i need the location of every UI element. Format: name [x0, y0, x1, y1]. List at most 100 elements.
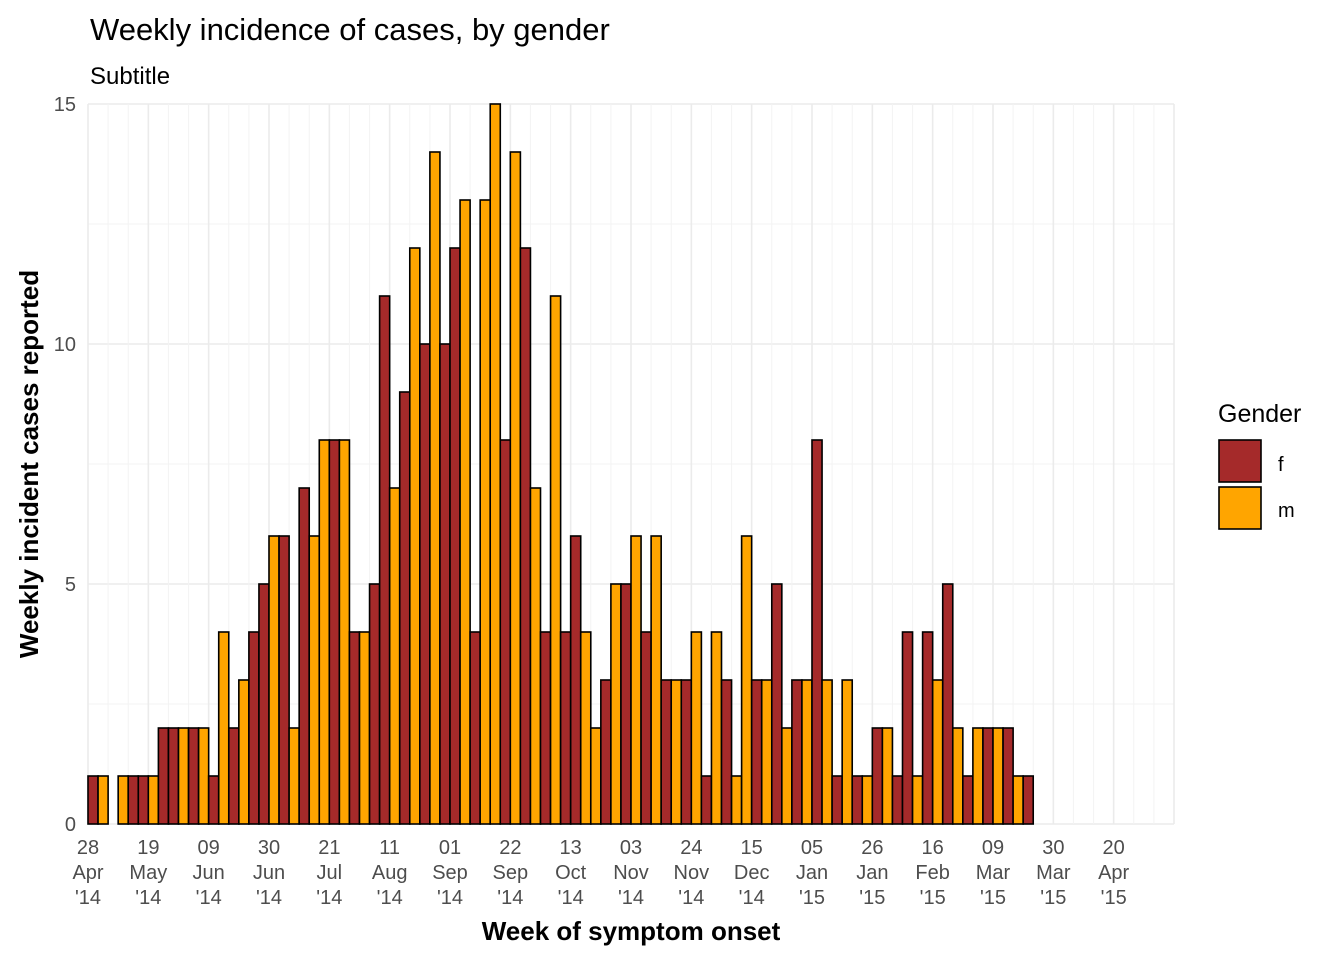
bar-m-week-47 — [911, 775, 924, 825]
bar-f-week-19 — [368, 583, 381, 825]
bar-m-week-35 — [670, 679, 683, 825]
bar-m-week-23 — [429, 151, 441, 825]
bar-m-week-8 — [177, 727, 190, 825]
bar-m-week-36 — [690, 631, 703, 825]
legend-title: Gender — [1218, 400, 1301, 428]
x-tick-label: 05 Jan '15 — [796, 837, 828, 909]
bar-m-week-42 — [801, 679, 813, 825]
bar-f-week-29 — [559, 631, 572, 825]
bar-m-week-29 — [549, 295, 562, 825]
bar-f-week-33 — [640, 631, 652, 825]
bar-f-week-40 — [770, 583, 783, 825]
bar-m-week-24 — [459, 199, 471, 825]
bar-f-week-44 — [851, 775, 864, 825]
bar-f-week-9 — [187, 727, 200, 825]
legend-label-m: m — [1278, 500, 1295, 522]
bar-f-week-50 — [962, 775, 974, 825]
bar-f-week-21 — [398, 391, 411, 825]
y-axis-ticks: 0 5 10 15 — [54, 94, 76, 836]
bar-f-week-32 — [620, 583, 632, 825]
x-tick-label: 01 Sep '14 — [432, 837, 468, 909]
bar-f-week-53 — [1022, 775, 1035, 825]
bar-m-week-52 — [992, 727, 1004, 825]
bar-f-week-27 — [519, 247, 532, 825]
bar-m-week-48 — [931, 679, 944, 825]
bar-m-week-34 — [650, 535, 662, 825]
bar-m-week-25 — [479, 199, 492, 825]
bar-f-week-0 — [87, 775, 99, 825]
bar-m-week-3 — [117, 775, 130, 825]
bar-layer — [87, 103, 1035, 825]
bar-m-week-32 — [610, 583, 622, 825]
x-tick-label: 20 Apr '15 — [1098, 837, 1129, 909]
bar-m-week-33 — [630, 535, 642, 825]
bar-f-week-30 — [569, 535, 582, 825]
bar-f-week-26 — [499, 439, 512, 825]
x-tick-label: 15 Dec '14 — [734, 837, 770, 909]
bar-f-week-43 — [831, 775, 843, 825]
bar-m-week-28 — [529, 487, 542, 825]
bar-f-week-11 — [227, 727, 240, 825]
x-tick-label: 09 Jun '14 — [193, 837, 225, 909]
chart-subtitle: Subtitle — [90, 63, 170, 90]
bar-m-week-30 — [579, 631, 592, 825]
bar-m-week-45 — [861, 775, 874, 825]
y-tick-label: 15 — [54, 94, 76, 116]
bar-f-week-36 — [700, 775, 713, 825]
bar-f-week-10 — [207, 775, 220, 825]
bar-f-week-49 — [941, 583, 954, 825]
x-axis-ticks: 28 Apr '14 19 May '14 09 Jun '14 30 Jun '14 21 Jul '14… — [72, 837, 1129, 909]
chart-title: Weekly incidence of cases, by gender — [90, 12, 610, 47]
bar-m-week-5 — [147, 775, 160, 825]
x-tick-label: 24 Nov '14 — [674, 837, 710, 909]
x-tick-label: 21 Jul '14 — [316, 837, 342, 909]
bar-m-week-19 — [358, 631, 371, 825]
bar-m-week-9 — [197, 727, 210, 825]
x-tick-label: 19 May '14 — [129, 837, 167, 909]
bar-f-week-22 — [419, 343, 431, 825]
bar-f-week-51 — [982, 727, 994, 825]
x-tick-label: 11 Aug '14 — [372, 837, 408, 909]
bar-f-week-24 — [449, 247, 461, 825]
bar-m-week-26 — [489, 103, 502, 825]
x-tick-label: 16 Feb '15 — [915, 837, 949, 909]
bar-f-week-12 — [248, 631, 260, 825]
bar-f-week-8 — [167, 727, 180, 825]
bar-m-week-50 — [951, 727, 964, 825]
bar-f-week-52 — [1002, 727, 1014, 825]
y-tick-label: 5 — [65, 574, 76, 596]
bar-m-week-11 — [217, 631, 230, 825]
y-tick-label: 0 — [65, 814, 76, 836]
legend-key-m — [1218, 486, 1262, 530]
legend-key-f — [1218, 439, 1262, 483]
bar-f-week-13 — [258, 583, 270, 825]
bar-m-week-27 — [509, 151, 522, 825]
bar-f-week-5 — [137, 775, 150, 825]
bar-f-week-41 — [791, 679, 803, 825]
x-tick-label: 03 Nov '14 — [613, 837, 649, 909]
bar-f-week-31 — [600, 679, 612, 825]
x-axis-title: Week of symptom onset — [482, 916, 781, 946]
bar-f-week-35 — [680, 679, 693, 825]
x-tick-label: 28 Apr '14 — [72, 837, 103, 909]
bar-f-week-23 — [439, 343, 451, 825]
bar-f-week-4 — [127, 775, 140, 825]
bar-m-week-43 — [821, 679, 833, 825]
bar-m-week-14 — [268, 535, 280, 825]
bar-m-week-18 — [338, 439, 351, 825]
bar-f-week-17 — [328, 439, 341, 825]
bar-f-week-47 — [901, 631, 914, 825]
bar-f-week-20 — [378, 295, 391, 825]
bar-m-week-53 — [1012, 775, 1024, 825]
bar-f-week-45 — [871, 727, 884, 825]
bar-f-week-37 — [720, 679, 733, 825]
bar-m-week-16 — [308, 535, 321, 825]
x-tick-label: 30 Jun '14 — [253, 837, 285, 909]
bar-m-week-40 — [760, 679, 773, 825]
x-tick-label: 13 Oct '14 — [555, 837, 587, 909]
bar-m-week-22 — [408, 247, 421, 825]
bar-f-week-15 — [278, 535, 290, 825]
bar-f-week-16 — [298, 487, 311, 825]
x-tick-label: 09 Mar '15 — [976, 837, 1011, 909]
